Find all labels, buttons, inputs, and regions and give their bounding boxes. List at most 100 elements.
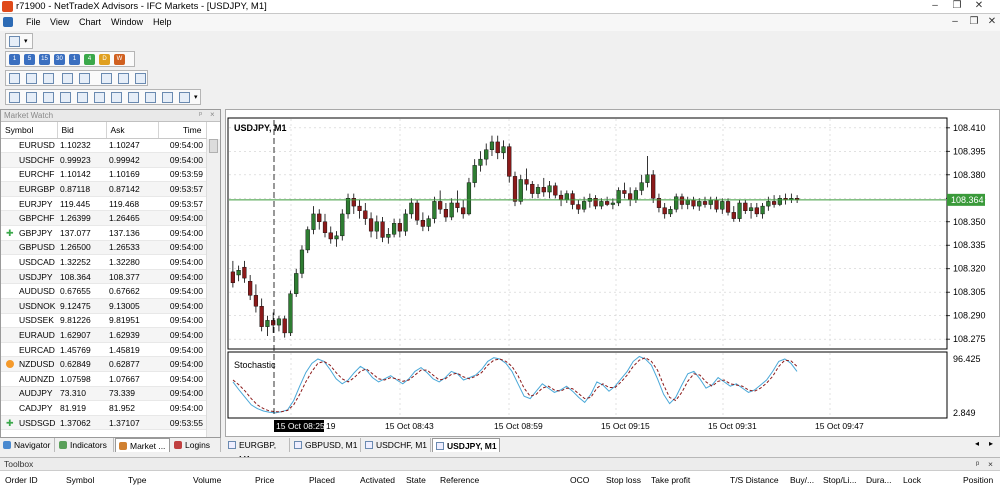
toolbox-column-header[interactable]: Take profit <box>651 475 691 485</box>
column-header-ask[interactable]: Ask <box>106 122 159 139</box>
menu-view[interactable]: View <box>50 17 70 27</box>
tab-scroll-right-icon[interactable]: ▸ <box>989 439 994 448</box>
tab-market-watch[interactable]: Market ... <box>115 438 170 452</box>
market-watch-row[interactable]: NZDUSD 0.62849 0.62877 09:54:00 <box>1 356 206 372</box>
market-watch-row[interactable]: EURCAD 1.45769 1.45819 09:54:00 <box>1 342 206 358</box>
text-label-icon[interactable] <box>162 92 173 103</box>
toolbox-column-header[interactable]: Position <box>963 475 994 485</box>
scrollbar-thumb[interactable] <box>209 139 218 153</box>
toolbox-column-header[interactable]: Type <box>128 475 147 485</box>
tab-scroll-left-icon[interactable]: ◂ <box>975 439 980 448</box>
market-watch-row[interactable]: USDSEK 9.81226 9.81951 09:54:00 <box>1 313 206 329</box>
market-watch-row[interactable]: GBPCHF 1.26399 1.26465 09:54:00 <box>1 210 206 227</box>
horizontal-line-icon[interactable] <box>60 92 71 103</box>
market-watch-row[interactable]: EURJPY 119.445 119.468 09:53:57 <box>1 196 206 212</box>
chart-shift-icon[interactable] <box>118 73 129 84</box>
fibonacci-icon[interactable] <box>111 92 122 103</box>
crosshair-icon[interactable] <box>26 92 37 103</box>
column-header-bid[interactable]: Bid <box>57 122 107 139</box>
mdi-restore-icon[interactable]: ❐ <box>969 16 979 27</box>
menu-chart[interactable]: Chart <box>79 17 102 27</box>
timeframe-h4-button[interactable]: 4 <box>84 54 95 65</box>
chart-tab-usdjpy[interactable]: USDJPY, M1 <box>432 438 500 452</box>
toolbox-column-header[interactable]: Volume <box>193 475 222 485</box>
mdi-minimize-icon[interactable]: – <box>952 16 958 27</box>
timeframe-d1-button[interactable]: D <box>99 54 110 65</box>
autoscroll-icon[interactable] <box>101 73 112 84</box>
grid-icon[interactable] <box>135 73 146 84</box>
toolbox-column-header[interactable]: Stop loss <box>606 475 641 485</box>
mdi-close-icon[interactable]: ✕ <box>987 16 997 27</box>
market-watch-row[interactable]: AUDUSD 0.67655 0.67662 09:54:00 <box>1 283 206 300</box>
toolbox-column-header[interactable]: State <box>406 475 426 485</box>
fib-arc-icon[interactable] <box>145 92 156 103</box>
toolbox-column-header[interactable]: Dura... <box>866 475 892 485</box>
chart-tab-usdchf[interactable]: USDCHF, M1 <box>362 438 431 452</box>
timeframe-m5-button[interactable]: 5 <box>24 54 35 65</box>
toolbox-column-header[interactable]: Stop/Li... <box>823 475 857 485</box>
menu-help[interactable]: Help <box>153 17 172 27</box>
toolbox-column-header[interactable]: OCO <box>570 475 590 485</box>
column-header-time[interactable]: Time <box>158 122 207 139</box>
market-watch-row[interactable]: ✚ GBPJPY 137.077 137.136 09:54:00 <box>1 225 206 241</box>
toolbox-column-header[interactable]: Lock <box>903 475 921 485</box>
market-watch-scrollbar[interactable] <box>206 139 220 437</box>
fib-fan-icon[interactable] <box>128 92 139 103</box>
zoom-in-icon[interactable] <box>62 73 73 84</box>
tab-navigator[interactable]: Navigator <box>0 438 55 452</box>
menu-file[interactable]: File <box>26 17 41 27</box>
market-watch-row[interactable]: EURCHF 1.10142 1.10169 09:53:59 <box>1 167 206 183</box>
toolbox-column-header[interactable]: Order ID <box>5 475 38 485</box>
timeframe-h1-button[interactable]: 1 <box>69 54 80 65</box>
toolbox-column-header[interactable]: Price <box>255 475 275 485</box>
tab-indicators[interactable]: Indicators <box>56 438 114 452</box>
market-watch-row[interactable]: ✚ USDSGD 1.37062 1.37107 09:53:55 <box>1 415 206 431</box>
market-watch-row[interactable]: USDJPY 108.364 108.377 09:54:00 <box>1 269 206 285</box>
close-icon[interactable]: ✕ <box>972 0 986 13</box>
chart-canvas[interactable]: 108.410108.395108.380108.365108.350108.3… <box>226 110 1000 438</box>
market-watch-row[interactable]: USDCHF 0.99923 0.99942 09:54:00 <box>1 152 206 168</box>
panel-close-icon[interactable]: × <box>210 110 215 119</box>
timeframe-w1-button[interactable]: W <box>114 54 125 65</box>
timeframe-m30-button[interactable]: 30 <box>54 54 65 65</box>
bar-chart-icon[interactable] <box>9 73 20 84</box>
column-header-symbol[interactable]: Symbol <box>1 122 58 139</box>
new-chart-icon[interactable] <box>9 36 20 47</box>
line-chart-icon[interactable] <box>43 73 54 84</box>
tab-logins[interactable]: Logins <box>171 438 221 452</box>
zoom-out-icon[interactable] <box>79 73 90 84</box>
arrow-icon[interactable] <box>179 92 190 103</box>
toolbox-column-header[interactable]: Placed <box>309 475 335 485</box>
toolbar-dropdown-icon[interactable]: ▾ <box>194 94 198 101</box>
market-watch-row[interactable]: USDNOK 9.12475 9.13005 09:54:00 <box>1 298 206 314</box>
timeframe-m15-button[interactable]: 15 <box>39 54 50 65</box>
market-watch-row[interactable]: USDCAD 1.32252 1.32280 09:54:00 <box>1 254 206 270</box>
market-watch-row[interactable]: AUDJPY 73.310 73.339 09:54:00 <box>1 386 206 402</box>
cursor-icon[interactable] <box>9 92 20 103</box>
chart-tab-gbpusd[interactable]: GBPUSD, M1 <box>291 438 361 452</box>
chart-tab-eurgbp[interactable]: EURGBP, M1 <box>225 438 290 464</box>
toolbox-close-icon[interactable]: × <box>988 459 993 469</box>
toolbox-column-header[interactable]: Reference <box>440 475 480 485</box>
timeframe-m1-button[interactable]: 1 <box>9 54 20 65</box>
market-watch-row[interactable]: GBPUSD 1.26500 1.26533 09:54:00 <box>1 240 206 256</box>
chart-window[interactable]: 108.410108.395108.380108.365108.350108.3… <box>225 109 1000 437</box>
toolbox-column-header[interactable]: Buy/... <box>790 475 815 485</box>
market-watch-row[interactable]: AUDNZD 1.07598 1.07667 09:54:00 <box>1 371 206 387</box>
toolbox-column-header[interactable]: T/S Distance <box>730 475 779 485</box>
minimize-icon[interactable]: – <box>932 0 938 11</box>
menu-window[interactable]: Window <box>111 17 144 27</box>
market-watch-row[interactable]: EURAUD 1.62907 1.62939 09:54:00 <box>1 327 206 343</box>
toolbox-pin-icon[interactable]: ᵖ <box>976 459 980 469</box>
toolbox-column-header[interactable]: Symbol <box>66 475 95 485</box>
market-watch-row[interactable]: CADJPY 81.919 81.952 09:54:00 <box>1 400 206 416</box>
pin-icon[interactable]: ᵖ <box>199 110 203 119</box>
restore-icon[interactable]: ❐ <box>952 0 962 11</box>
market-watch-row[interactable]: EURUSD 1.10232 1.10247 09:54:00 <box>1 138 206 154</box>
dropdown-arrow-icon[interactable]: ▾ <box>24 38 28 45</box>
toolbox-column-header[interactable]: Activated <box>360 475 395 485</box>
candle-chart-icon[interactable] <box>26 73 37 84</box>
market-watch-row[interactable]: EURGBP 0.87118 0.87142 09:53:57 <box>1 181 206 197</box>
trendline-icon[interactable] <box>77 92 88 103</box>
channel-icon[interactable] <box>94 92 105 103</box>
